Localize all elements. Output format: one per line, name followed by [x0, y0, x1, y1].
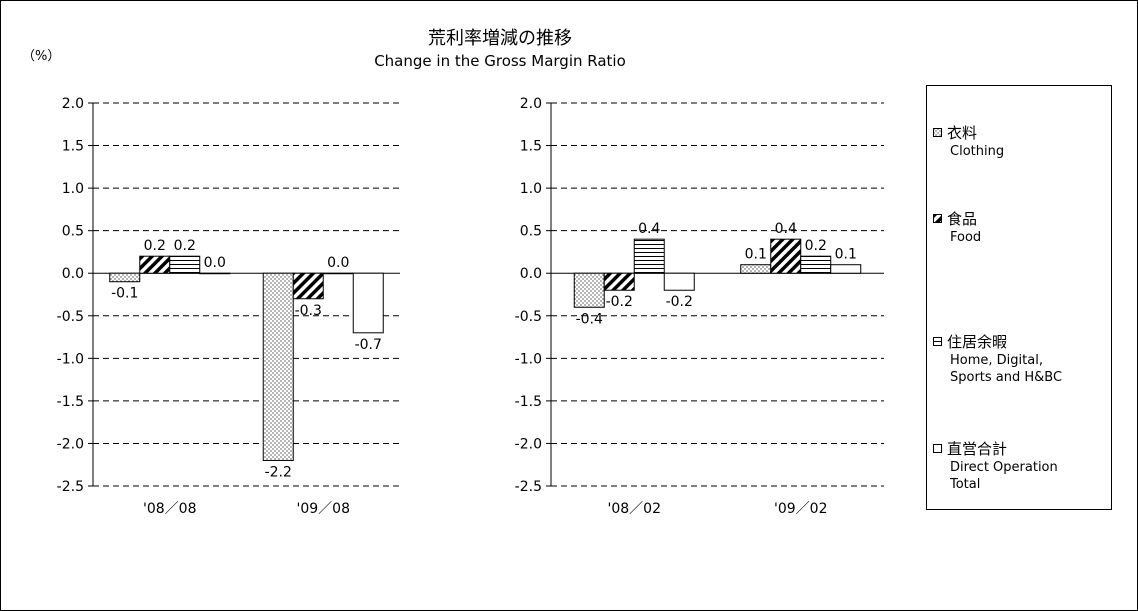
- bar-clothing: [740, 264, 772, 274]
- bar-food: [770, 238, 802, 274]
- bar-clothing: [109, 272, 141, 283]
- y-tick-label: 0.5: [62, 224, 84, 240]
- y-tick-label: -1.0: [515, 351, 542, 367]
- y-tick-label: 2.0: [62, 96, 84, 112]
- y-tick-label: 0.0: [520, 266, 542, 282]
- y-tick-label: -0.5: [57, 309, 84, 325]
- x-category-label: '08／02: [608, 501, 661, 517]
- data-label: -0.4: [576, 311, 603, 327]
- y-tick-label: 1.0: [62, 181, 84, 197]
- y-tick-label: 0.5: [520, 224, 542, 240]
- unit-label: （%）: [22, 49, 61, 64]
- data-label: -0.3: [295, 303, 322, 319]
- chart-panel-1: 2.0 1.5 1.0 0.5 0.0 -0.5 -1.0 -1.5 -2.0 -2.5 -0.1 0…: [57, 96, 400, 517]
- bar-direct: [830, 264, 862, 274]
- clothing-swatch-icon: [933, 128, 942, 137]
- bar-food: [292, 272, 324, 300]
- data-label: 0.2: [805, 238, 827, 254]
- home-swatch-icon: [933, 337, 942, 346]
- bar-clothing: [262, 272, 294, 461]
- data-label: 0.4: [775, 221, 797, 237]
- y-tick-label: 1.5: [62, 139, 84, 155]
- legend-item-home: 住居余暇 Home, Digital, Sports and H&BC: [933, 331, 1062, 386]
- data-label: 0.1: [745, 247, 767, 263]
- chart-panel-2: 2.01.51.00.50.0-0.5-1.0-1.5-2.0-2.5-0.4-…: [515, 96, 884, 517]
- bar-food: [139, 255, 171, 274]
- bar-direct: [352, 272, 384, 334]
- bar-home: [169, 255, 201, 274]
- x-category-label: '09／08: [297, 501, 350, 517]
- data-label: -0.2: [606, 294, 633, 310]
- data-label: -0.1: [111, 286, 138, 302]
- legend-label-en: Food: [950, 230, 982, 245]
- y-tick-label: -0.5: [515, 309, 542, 325]
- food-swatch-icon: [933, 214, 942, 223]
- data-label: 0.0: [204, 255, 226, 271]
- y-tick-label: -1.5: [57, 394, 84, 410]
- data-label: -2.2: [265, 464, 292, 480]
- bar-home: [633, 238, 665, 274]
- y-tick-label: -1.5: [515, 394, 542, 410]
- data-label: 0.4: [638, 221, 660, 237]
- bar-direct: [199, 272, 231, 275]
- bar-clothing: [573, 272, 605, 308]
- chart-title-english: Change in the Gross Margin Ratio: [374, 52, 626, 70]
- bar-food: [603, 272, 635, 291]
- bar-direct: [663, 272, 695, 291]
- legend-label-en: Home, Digital, Sports and H&BC: [950, 353, 1063, 385]
- data-label: 0.1: [835, 247, 857, 263]
- legend-label-en: Clothing: [950, 144, 1005, 159]
- data-label: 0.2: [144, 238, 166, 254]
- y-tick-label: -1.0: [57, 351, 84, 367]
- x-category-label: '09／02: [774, 501, 827, 517]
- y-tick-label: -2.5: [515, 479, 542, 495]
- y-tick-label: 2.0: [520, 96, 542, 112]
- data-label: -0.7: [355, 337, 382, 353]
- y-tick-label: 1.0: [520, 181, 542, 197]
- legend-item-direct-total: 直営合計 Direct Operation Total: [933, 438, 1058, 493]
- legend: 衣料 Clothing 食品 Food 住居余暇 Home, Digital, …: [926, 85, 1112, 510]
- chart-title-japanese: 荒利率増減の推移: [428, 28, 572, 49]
- bar-home: [322, 272, 354, 275]
- y-tick-label: -2.5: [57, 479, 84, 495]
- legend-label-ja: 食品: [947, 210, 978, 228]
- legend-item-clothing: 衣料 Clothing: [933, 122, 1004, 160]
- y-tick-label: 0.0: [62, 266, 84, 282]
- legend-item-food: 食品 Food: [933, 208, 981, 246]
- legend-label-ja: 衣料: [947, 124, 978, 142]
- direct-total-swatch-icon: [933, 444, 942, 453]
- bar-home: [800, 255, 832, 274]
- data-label: -0.2: [666, 294, 693, 310]
- legend-label-ja: 住居余暇: [947, 333, 1008, 351]
- data-label: 0.2: [174, 238, 196, 254]
- y-tick-label: 1.5: [520, 139, 542, 155]
- y-tick-label: -2.0: [57, 436, 84, 452]
- legend-label-en: Direct Operation Total: [950, 460, 1058, 492]
- y-tick-label: -2.0: [515, 436, 542, 452]
- legend-label-ja: 直営合計: [947, 440, 1008, 458]
- data-label: 0.0: [327, 255, 349, 271]
- x-category-label: '08／08: [143, 501, 196, 517]
